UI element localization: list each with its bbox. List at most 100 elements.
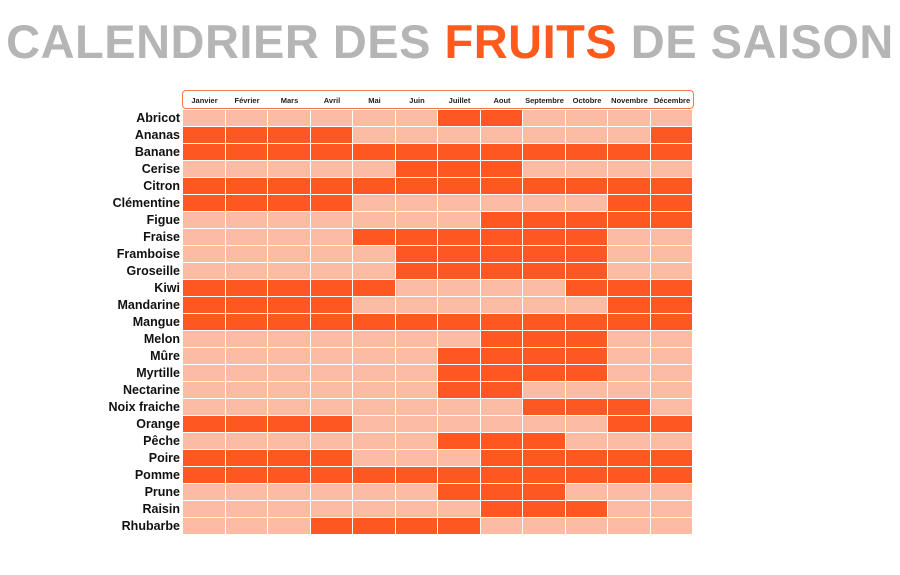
fruit-label-17: Noix fraiche — [108, 400, 180, 414]
season-cell — [608, 365, 650, 381]
season-cell — [438, 348, 480, 364]
season-cell — [225, 467, 267, 483]
fruit-label-7: Fraise — [143, 230, 180, 244]
season-cell — [268, 331, 310, 347]
season-cell — [353, 518, 395, 534]
season-cell — [310, 382, 352, 398]
season-cell — [480, 433, 522, 449]
season-cell — [438, 433, 480, 449]
season-cell — [650, 110, 692, 126]
season-cell — [353, 331, 395, 347]
season-cell — [565, 212, 607, 228]
fruit-label-22: Prune — [144, 485, 180, 499]
month-header-bar — [182, 90, 694, 109]
season-cell — [268, 433, 310, 449]
season-cell — [565, 127, 607, 143]
season-cell — [225, 518, 267, 534]
season-cell — [268, 195, 310, 211]
season-cell — [310, 433, 352, 449]
season-cell — [608, 178, 650, 194]
season-cell — [353, 501, 395, 517]
season-cell — [523, 280, 565, 296]
season-cell — [310, 110, 352, 126]
season-cell — [480, 450, 522, 466]
season-cell — [395, 161, 437, 177]
season-cell — [183, 399, 225, 415]
season-cell — [310, 450, 352, 466]
season-cell — [225, 365, 267, 381]
season-cell — [353, 144, 395, 160]
season-cell — [268, 399, 310, 415]
season-cell — [565, 518, 607, 534]
season-cell — [395, 263, 437, 279]
season-cell — [310, 195, 352, 211]
season-cell — [183, 382, 225, 398]
season-cell — [438, 331, 480, 347]
season-cell — [395, 433, 437, 449]
season-cell — [480, 229, 522, 245]
season-cell — [565, 450, 607, 466]
fruit-label-4: Citron — [143, 179, 180, 193]
season-cell — [523, 110, 565, 126]
season-cell — [310, 331, 352, 347]
season-cell — [310, 280, 352, 296]
season-cell — [650, 178, 692, 194]
season-cell — [353, 212, 395, 228]
season-cell — [268, 416, 310, 432]
season-cell — [310, 229, 352, 245]
season-cell — [353, 178, 395, 194]
season-cell — [480, 416, 522, 432]
season-cell — [225, 382, 267, 398]
season-cell — [523, 212, 565, 228]
fruit-label-12: Mangue — [132, 315, 180, 329]
fruit-label-9: Groseille — [126, 264, 181, 278]
season-cell — [268, 382, 310, 398]
season-cell — [353, 195, 395, 211]
title-part-1: CALENDRIER DES — [6, 15, 445, 68]
season-cell — [183, 501, 225, 517]
month-label-11: Décembre — [653, 96, 691, 105]
season-cell — [183, 195, 225, 211]
season-cell — [650, 365, 692, 381]
season-cell — [268, 127, 310, 143]
season-cell — [395, 467, 437, 483]
season-cell — [523, 433, 565, 449]
season-cell — [608, 467, 650, 483]
season-cell — [353, 433, 395, 449]
season-cell — [438, 280, 480, 296]
month-label-9: Octobre — [572, 96, 602, 105]
season-cell — [183, 518, 225, 534]
season-cell — [268, 467, 310, 483]
season-cell — [565, 280, 607, 296]
season-cell — [353, 382, 395, 398]
season-cell — [650, 127, 692, 143]
season-cell — [608, 501, 650, 517]
season-cell — [650, 433, 692, 449]
season-cell — [183, 484, 225, 500]
season-cell — [608, 433, 650, 449]
season-cell — [650, 518, 692, 534]
fruit-label-3: Cerise — [141, 162, 180, 176]
season-cell — [480, 399, 522, 415]
season-cell — [225, 416, 267, 432]
season-cell — [268, 280, 310, 296]
season-cell — [523, 127, 565, 143]
season-cell — [565, 178, 607, 194]
season-cell — [395, 484, 437, 500]
title-part-2: DE SAISON — [617, 15, 894, 68]
season-cell — [268, 212, 310, 228]
season-cell — [268, 348, 310, 364]
season-cell — [565, 314, 607, 330]
month-label-6: Juillet — [448, 96, 471, 105]
season-cell — [608, 297, 650, 313]
season-cell — [438, 297, 480, 313]
season-cell — [310, 263, 352, 279]
season-cell — [565, 161, 607, 177]
season-cell — [438, 110, 480, 126]
season-cell — [438, 212, 480, 228]
season-cell — [183, 314, 225, 330]
season-cell — [608, 161, 650, 177]
season-cell — [310, 467, 352, 483]
fruit-label-5: Clémentine — [112, 196, 180, 210]
season-cell — [608, 484, 650, 500]
